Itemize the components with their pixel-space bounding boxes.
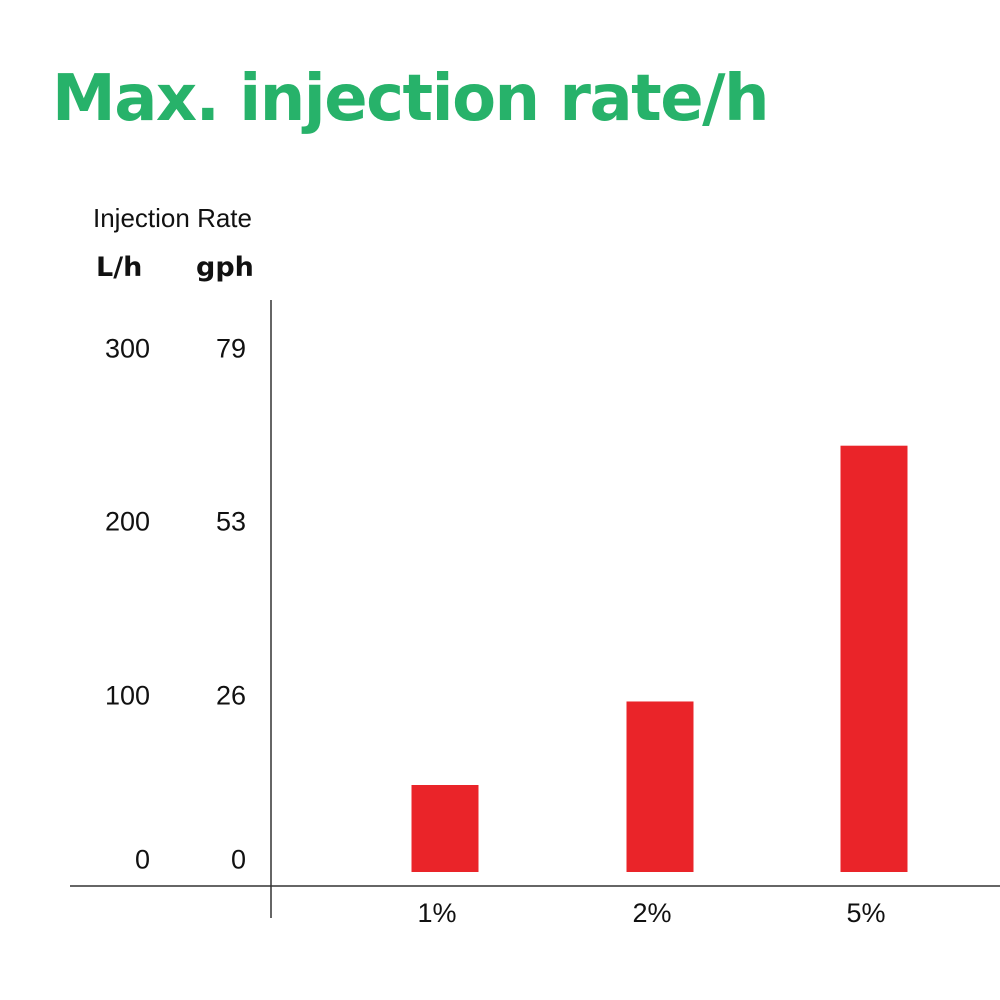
y-tick-label-secondary: 79	[215, 333, 246, 364]
y-tick-label-primary: 300	[104, 333, 150, 364]
unit-label-secondary: gph	[196, 252, 254, 283]
bar-2pct	[626, 701, 694, 872]
x-tick-label: 5%	[846, 898, 885, 928]
bar-1pct	[411, 785, 479, 872]
unit-label-primary: L/h	[96, 252, 143, 283]
y-tick-label-primary: 200	[104, 506, 150, 537]
y-tick-label-primary: 100	[104, 680, 150, 711]
y-tick-label-secondary: 53	[215, 506, 246, 537]
y-tick-label-primary: 0	[134, 844, 150, 875]
x-tick-label: 1%	[417, 898, 456, 928]
y-axis-label: Injection Rate	[93, 203, 252, 233]
bar-5pct	[840, 445, 908, 872]
x-tick-label: 2%	[632, 898, 671, 928]
y-tick-label-secondary: 26	[215, 680, 246, 711]
y-tick-label-secondary: 0	[230, 844, 246, 875]
chart-title: Max. injection rate/h	[52, 62, 770, 136]
